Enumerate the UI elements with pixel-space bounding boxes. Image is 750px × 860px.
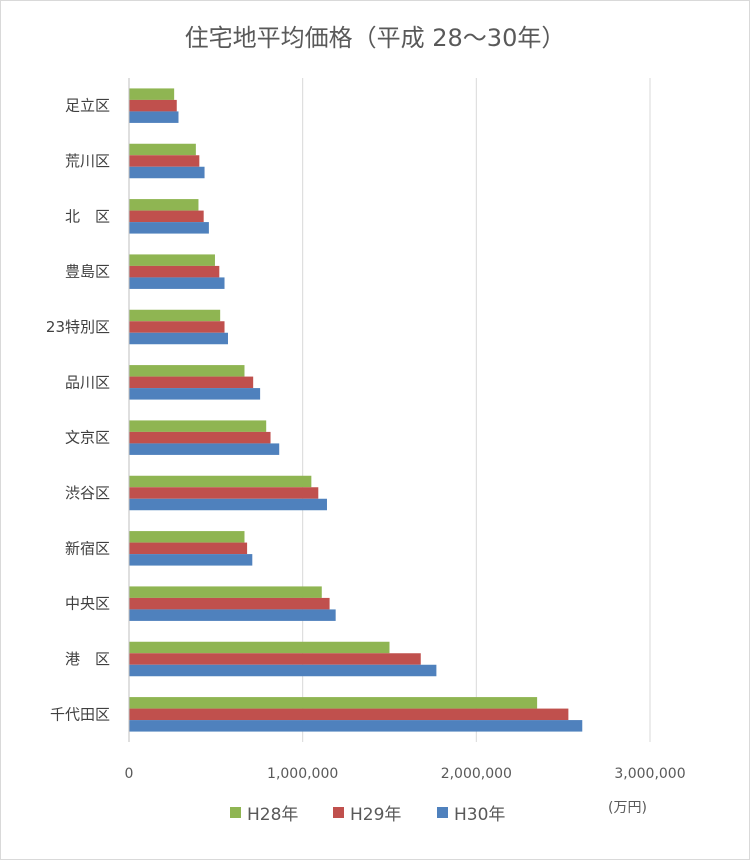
bar (129, 531, 245, 543)
legend-item-h28: H28年 (230, 800, 298, 825)
bar (129, 443, 280, 455)
tick-label: 3,000,000 (614, 766, 685, 782)
category-label: 荒川区 (65, 152, 110, 170)
legend-swatch-h28 (230, 807, 241, 818)
category-label: 中央区 (65, 595, 110, 613)
bar (129, 475, 312, 488)
bar (129, 376, 254, 389)
bar (129, 653, 421, 665)
bar (129, 487, 319, 499)
category-label: 北 区 (65, 207, 110, 225)
tick-label: 0 (125, 766, 134, 782)
legend-label-h29: H29年 (350, 805, 402, 825)
bar (129, 697, 538, 709)
bar (129, 365, 245, 377)
legend-item-h30: H30年 (437, 800, 505, 825)
bar (129, 431, 271, 444)
bar (129, 111, 179, 123)
bar (129, 88, 175, 100)
legend-swatch-h30 (437, 807, 448, 818)
tick-label: 2,000,000 (441, 766, 512, 782)
bar (129, 498, 327, 511)
bar (129, 664, 437, 677)
category-label: 渋谷区 (65, 484, 110, 502)
legend-swatch-h29 (333, 807, 344, 818)
category-label: 足立区 (65, 97, 110, 115)
bar (129, 586, 322, 598)
unit-label: (万円) (608, 800, 647, 816)
legend-label-h28: H28年 (247, 805, 299, 825)
bar (129, 254, 215, 266)
category-label: 新宿区 (65, 539, 110, 557)
bar (129, 222, 209, 234)
bar (129, 420, 267, 432)
bar (129, 277, 225, 289)
category-label: 港 区 (65, 650, 110, 668)
category-label: 文京区 (65, 429, 110, 447)
bar (129, 720, 583, 732)
tick-label: 1,000,000 (267, 766, 338, 782)
category-label: 豊島区 (65, 263, 110, 281)
bar (129, 143, 196, 156)
category-label: 千代田区 (50, 705, 110, 723)
bar (129, 210, 204, 223)
category-label: 23特別区 (46, 318, 110, 336)
bar (129, 708, 569, 721)
bar (129, 166, 205, 179)
bar (129, 641, 390, 654)
bar (129, 609, 336, 621)
category-label: 品川区 (65, 373, 110, 391)
bar (129, 597, 330, 610)
legend: H28年 H29年 H30年 (0, 800, 750, 830)
bar (129, 388, 261, 400)
bar (129, 199, 199, 211)
chart-title: 住宅地平均価格（平成 28～30年） (184, 24, 566, 52)
bar (129, 309, 221, 322)
bar (129, 99, 177, 112)
bar (129, 332, 228, 345)
bar (129, 542, 248, 555)
bar (129, 265, 220, 278)
legend-label-h30: H30年 (454, 805, 506, 825)
legend-item-h29: H29年 (333, 800, 401, 825)
bar (129, 155, 200, 167)
bar (129, 321, 225, 333)
bar (129, 554, 253, 566)
